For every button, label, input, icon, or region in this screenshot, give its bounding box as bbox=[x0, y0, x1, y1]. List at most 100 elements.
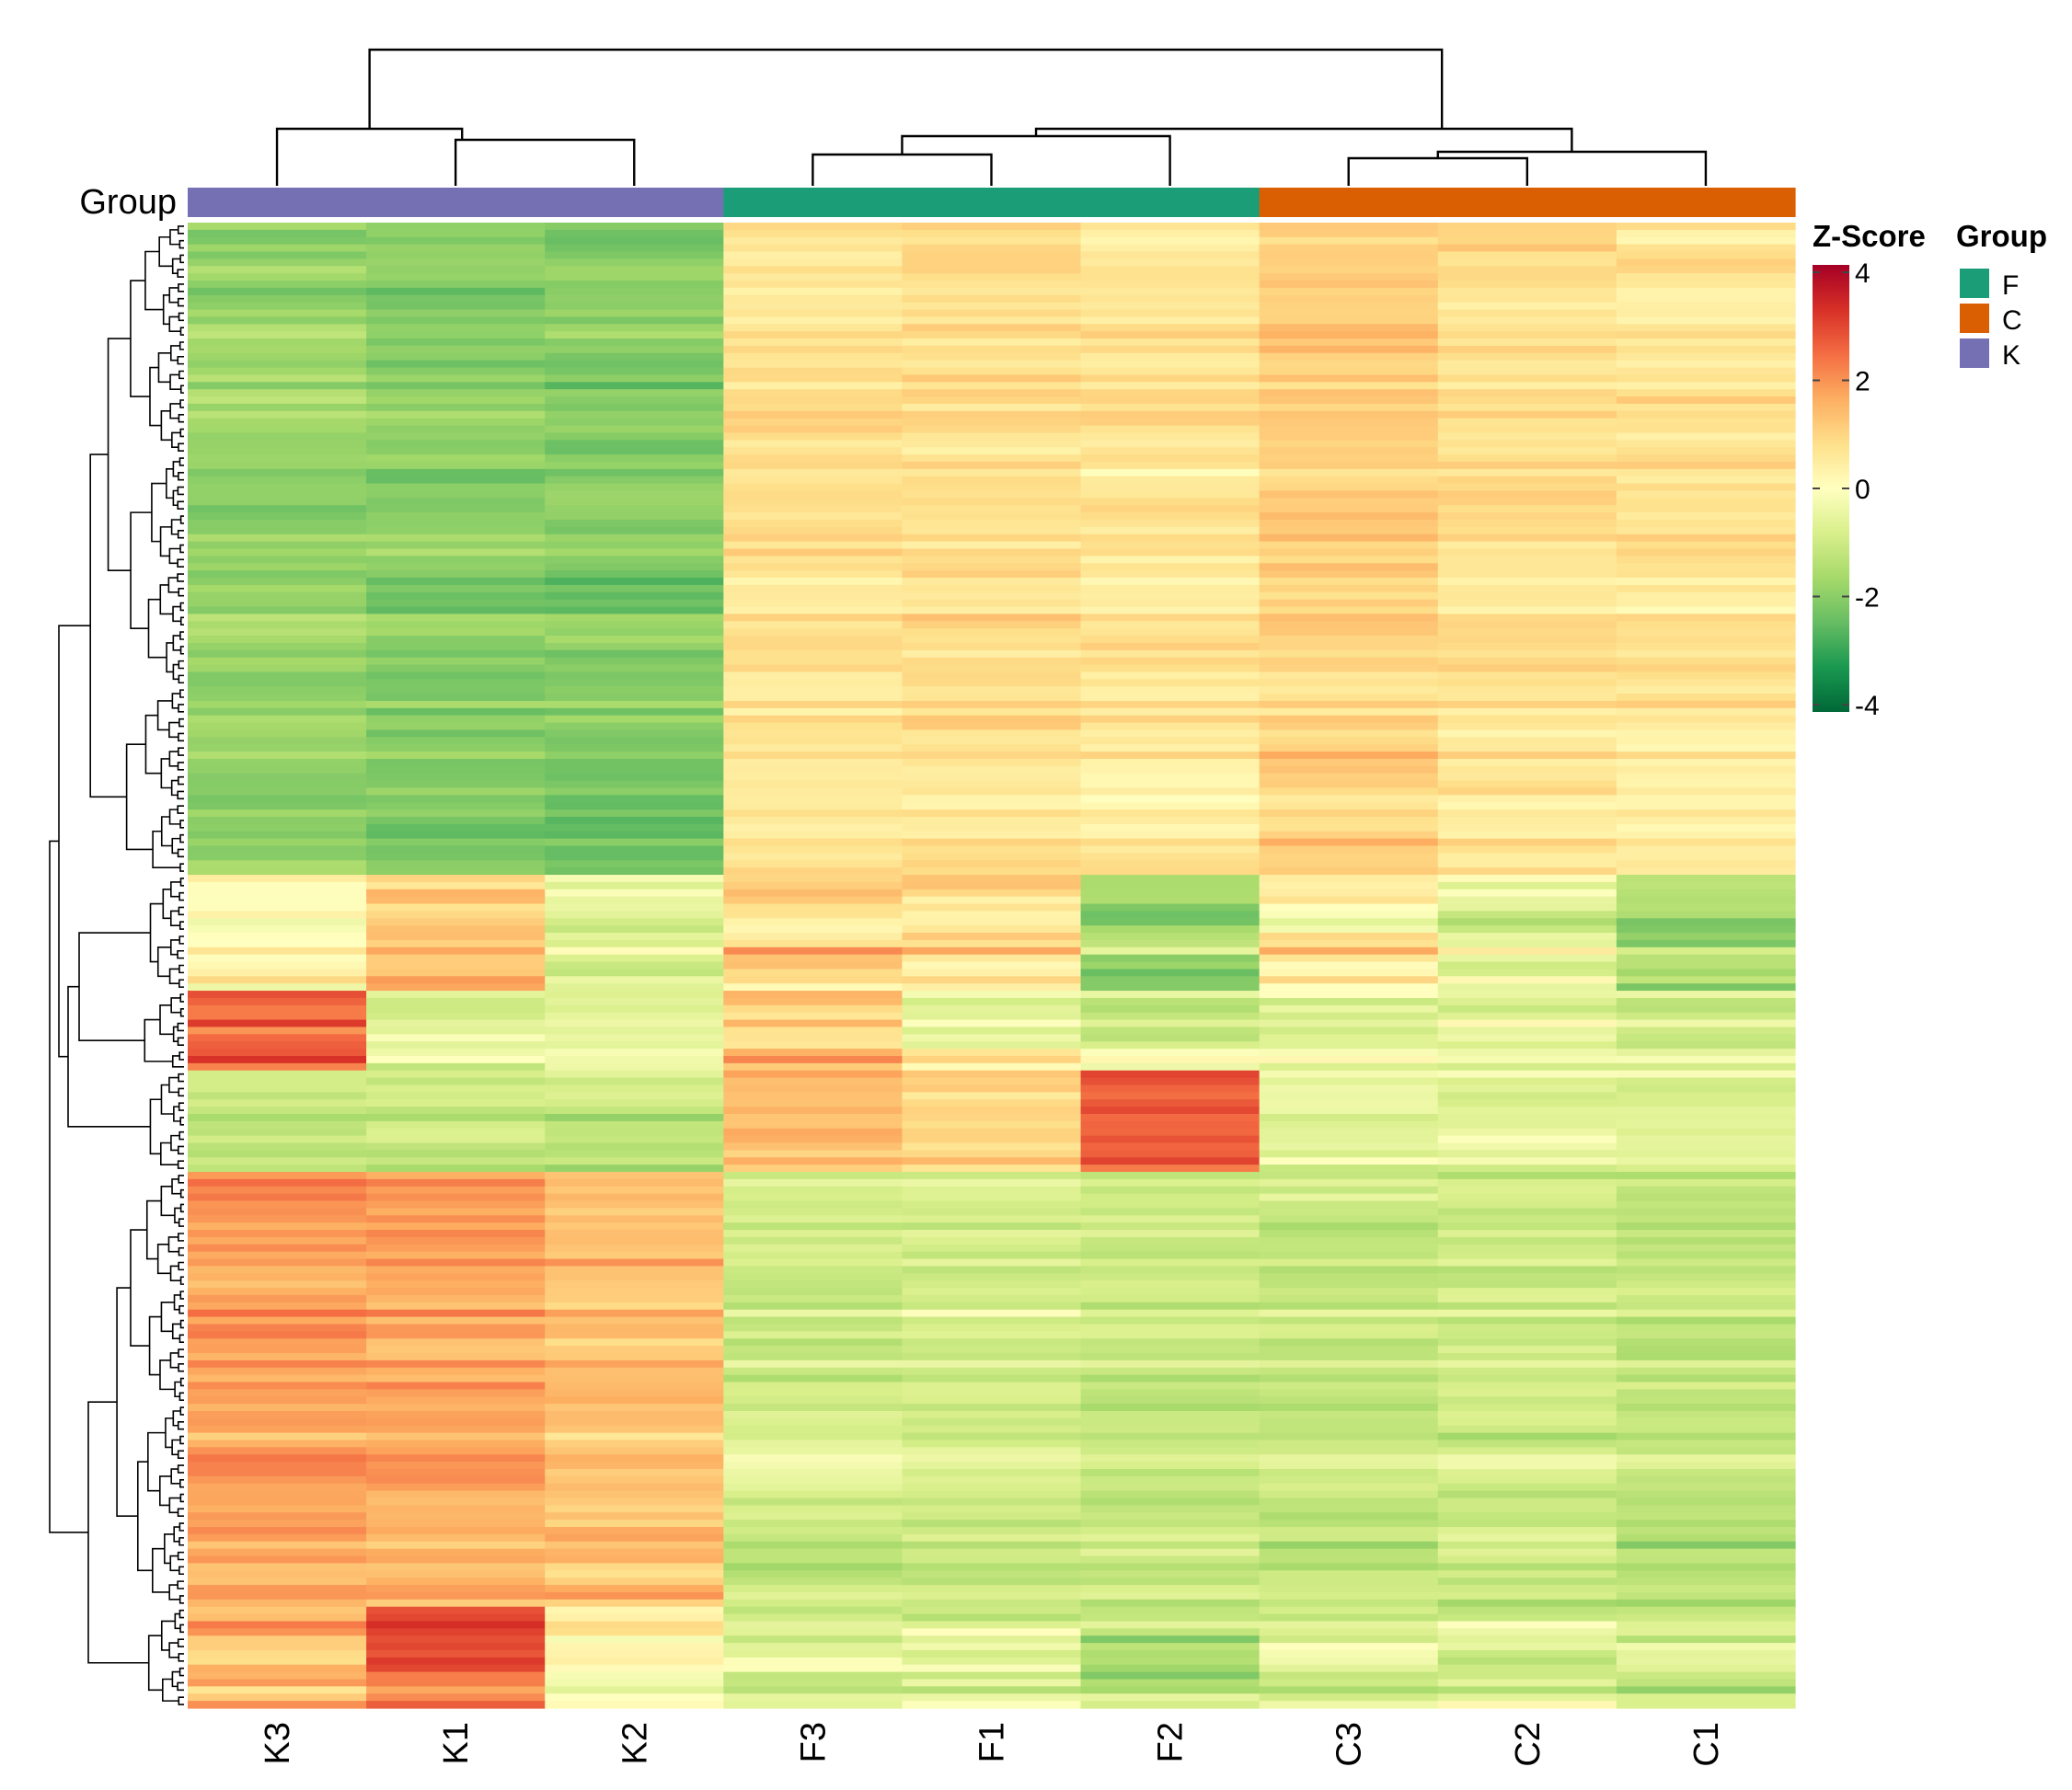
heatmap-cell bbox=[188, 679, 367, 687]
heatmap-cell bbox=[902, 1172, 1082, 1180]
heatmap-cell bbox=[188, 911, 367, 919]
heatmap-cell bbox=[545, 1693, 724, 1702]
heatmap-cell bbox=[545, 1200, 724, 1210]
heatmap-cell bbox=[902, 324, 1082, 332]
heatmap-cell bbox=[545, 1396, 724, 1405]
heatmap-cell bbox=[902, 1178, 1082, 1188]
heatmap-cell bbox=[1259, 1120, 1439, 1130]
row-dendrogram-link bbox=[152, 830, 180, 868]
heatmap-cell bbox=[366, 1200, 546, 1210]
heatmap-cell bbox=[366, 1360, 546, 1369]
heatmap-cell bbox=[188, 1120, 367, 1130]
heatmap-cell bbox=[1437, 1099, 1617, 1107]
heatmap-cell bbox=[1437, 1360, 1617, 1369]
heatmap-cell bbox=[366, 1157, 546, 1165]
heatmap-cell bbox=[1080, 534, 1260, 543]
heatmap-cell bbox=[366, 1331, 546, 1339]
heatmap-cell bbox=[1080, 1157, 1260, 1165]
heatmap-cell bbox=[1616, 396, 1796, 405]
heatmap-cell bbox=[723, 1664, 904, 1673]
heatmap-cell bbox=[1437, 324, 1617, 332]
heatmap-cell bbox=[1616, 1230, 1796, 1238]
heatmap-cell bbox=[1437, 911, 1617, 919]
heatmap-cell bbox=[1437, 1606, 1617, 1615]
heatmap-cell bbox=[545, 1520, 724, 1528]
row-dendrogram-link bbox=[172, 461, 180, 477]
heatmap-cell bbox=[188, 490, 367, 499]
heatmap-cell bbox=[545, 802, 724, 810]
heatmap-cell bbox=[1437, 1150, 1617, 1158]
heatmap-cell bbox=[1080, 983, 1260, 992]
heatmap-cell bbox=[902, 939, 1082, 948]
heatmap-cell bbox=[366, 316, 546, 325]
heatmap-cell bbox=[545, 273, 724, 281]
heatmap-cell bbox=[1616, 1469, 1796, 1477]
heatmap-cell bbox=[188, 628, 367, 637]
heatmap-cell bbox=[1437, 1135, 1617, 1144]
heatmap-cell bbox=[1616, 1585, 1796, 1593]
heatmap-cell bbox=[902, 1475, 1082, 1485]
heatmap-cell bbox=[1080, 700, 1260, 709]
heatmap-cell bbox=[188, 1432, 367, 1441]
heatmap-cell bbox=[366, 606, 546, 615]
heatmap-cell bbox=[1437, 1578, 1617, 1586]
heatmap-cell bbox=[1437, 961, 1617, 970]
heatmap-cell bbox=[723, 983, 904, 992]
row-dendrogram-link bbox=[179, 1406, 184, 1416]
heatmap-cell bbox=[545, 1114, 724, 1122]
heatmap-cell bbox=[1616, 1411, 1796, 1419]
heatmap-cell bbox=[1080, 860, 1260, 868]
heatmap-cell bbox=[188, 1360, 367, 1369]
heatmap-cell bbox=[723, 1331, 904, 1339]
heatmap-cell bbox=[1616, 1208, 1796, 1216]
heatmap-cell bbox=[1437, 860, 1617, 868]
heatmap-cell bbox=[1616, 758, 1796, 767]
heatmap-cell bbox=[902, 1541, 1082, 1550]
heatmap-cell bbox=[1259, 1208, 1439, 1216]
heatmap-cell bbox=[723, 831, 904, 840]
heatmap-cell bbox=[1259, 1520, 1439, 1528]
heatmap-cell bbox=[1080, 1505, 1260, 1513]
heatmap-cell bbox=[1259, 1563, 1439, 1571]
heatmap-cell bbox=[188, 1389, 367, 1397]
row-dendrogram-link bbox=[178, 1595, 184, 1604]
heatmap-cell bbox=[1259, 1041, 1439, 1050]
heatmap-cell bbox=[1616, 1505, 1796, 1513]
heatmap-cell bbox=[1080, 229, 1260, 238]
heatmap-cell bbox=[1259, 1346, 1439, 1354]
heatmap-cell bbox=[366, 534, 546, 543]
group-legend-swatch bbox=[1960, 338, 1989, 368]
heatmap-cell bbox=[1616, 345, 1796, 354]
heatmap-cell bbox=[545, 1432, 724, 1441]
row-dendrogram-link bbox=[169, 1555, 179, 1572]
heatmap-cell bbox=[902, 1041, 1082, 1050]
heatmap-cell bbox=[723, 1208, 904, 1216]
heatmap-cell bbox=[902, 671, 1082, 680]
heatmap-cell bbox=[902, 817, 1082, 825]
heatmap-cell bbox=[366, 1591, 546, 1601]
heatmap-cell bbox=[545, 1462, 724, 1470]
row-dendrogram-link bbox=[168, 287, 178, 304]
heatmap-cell bbox=[1437, 642, 1617, 651]
heatmap-cell bbox=[1616, 860, 1796, 868]
heatmap-cell bbox=[366, 1404, 546, 1412]
heatmap-cell bbox=[366, 671, 546, 680]
heatmap-cell bbox=[1259, 694, 1439, 702]
heatmap-cell bbox=[1080, 744, 1260, 752]
heatmap-cell bbox=[723, 1273, 904, 1281]
heatmap-cell bbox=[545, 410, 724, 419]
heatmap-cell bbox=[188, 1505, 367, 1513]
heatmap-cell bbox=[366, 1389, 546, 1397]
heatmap-cell bbox=[723, 918, 904, 926]
heatmap-cell bbox=[545, 1382, 724, 1390]
row-dendrogram-link bbox=[172, 635, 181, 651]
heatmap-cell bbox=[545, 432, 724, 441]
heatmap-cell bbox=[366, 1114, 546, 1122]
heatmap-cell bbox=[1437, 1520, 1617, 1528]
row-dendrogram-link bbox=[177, 1551, 184, 1561]
heatmap-cell bbox=[366, 1208, 546, 1216]
heatmap-cell bbox=[902, 1019, 1082, 1028]
heatmap-cell bbox=[1259, 1150, 1439, 1158]
row-dendrogram-link bbox=[136, 1461, 153, 1572]
heatmap-cell bbox=[723, 621, 904, 629]
